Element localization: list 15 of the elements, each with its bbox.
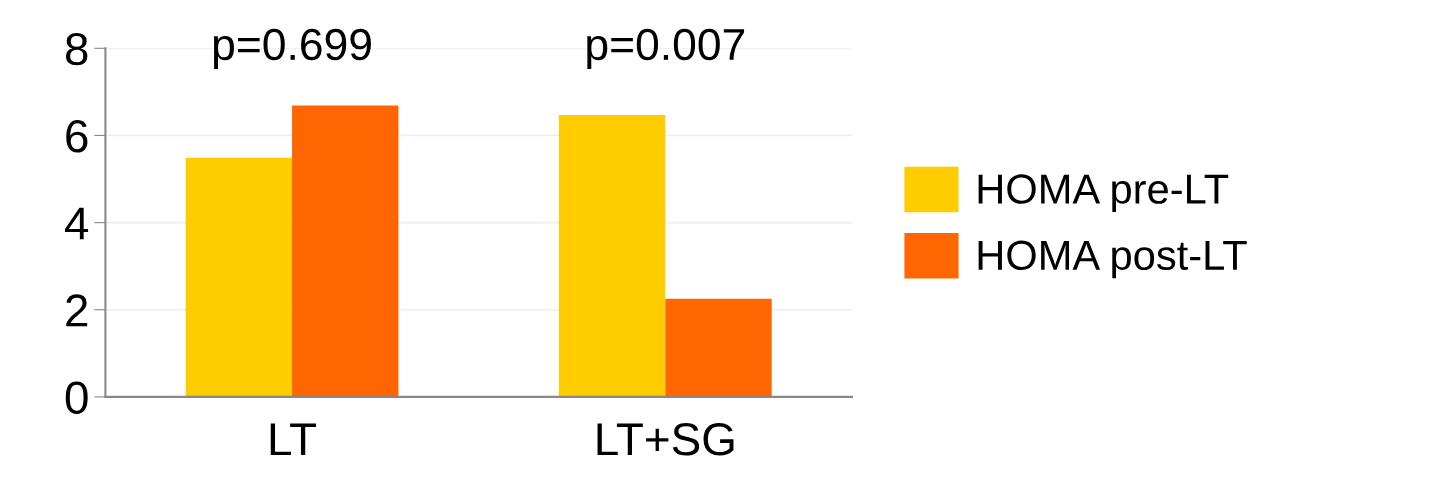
y-tick-label: 6	[66, 120, 88, 153]
legend-label: HOMA post-LT	[978, 240, 1247, 279]
y-tick-label: 0	[65, 381, 88, 414]
bar	[185, 157, 293, 397]
annotation: p=0.699	[213, 28, 371, 70]
legend-label: HOMA pre-LT	[978, 174, 1229, 213]
bar	[665, 298, 772, 397]
bar	[292, 105, 399, 397]
annotation: p=0.007	[587, 28, 745, 70]
y-tick-label: 8	[65, 32, 88, 66]
y-tick-label: 4	[65, 207, 89, 240]
x-tick-label: LT	[270, 423, 317, 456]
y-tick-label: 2	[66, 294, 88, 327]
bar	[558, 114, 666, 397]
x-tick-label: LT+SG	[597, 423, 734, 456]
